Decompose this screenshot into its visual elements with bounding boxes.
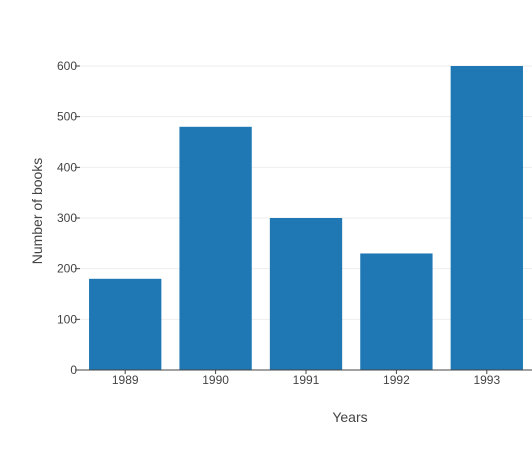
x-tick-label-1992: 1992 xyxy=(383,373,410,387)
y-tick-label-600: 600 xyxy=(57,59,77,73)
y-tick-label-100: 100 xyxy=(57,312,77,326)
y-ticks: 0 100 200 300 400 500 600 xyxy=(57,59,80,377)
bar-1993 xyxy=(450,66,523,370)
y-tick-label-200: 200 xyxy=(57,262,77,276)
bar-1990 xyxy=(179,126,252,370)
bar-1992 xyxy=(360,253,433,370)
x-tick-label-1991: 1991 xyxy=(293,373,320,387)
y-tick-label-500: 500 xyxy=(57,110,77,124)
bars xyxy=(89,66,523,370)
y-tick-label-300: 300 xyxy=(57,211,77,225)
x-tick-label-1990: 1990 xyxy=(202,373,229,387)
y-tick-label-400: 400 xyxy=(57,160,77,174)
y-tick-label-0: 0 xyxy=(70,363,77,377)
x-axis-title: Years xyxy=(332,409,367,425)
x-ticks: 1989 1990 1991 1992 1993 xyxy=(112,370,500,387)
bar-1989 xyxy=(89,278,162,370)
x-tick-label-1993: 1993 xyxy=(473,373,500,387)
x-tick-label-1989: 1989 xyxy=(112,373,139,387)
y-axis-title: Number of books xyxy=(29,158,45,265)
bar-1991 xyxy=(269,218,343,370)
